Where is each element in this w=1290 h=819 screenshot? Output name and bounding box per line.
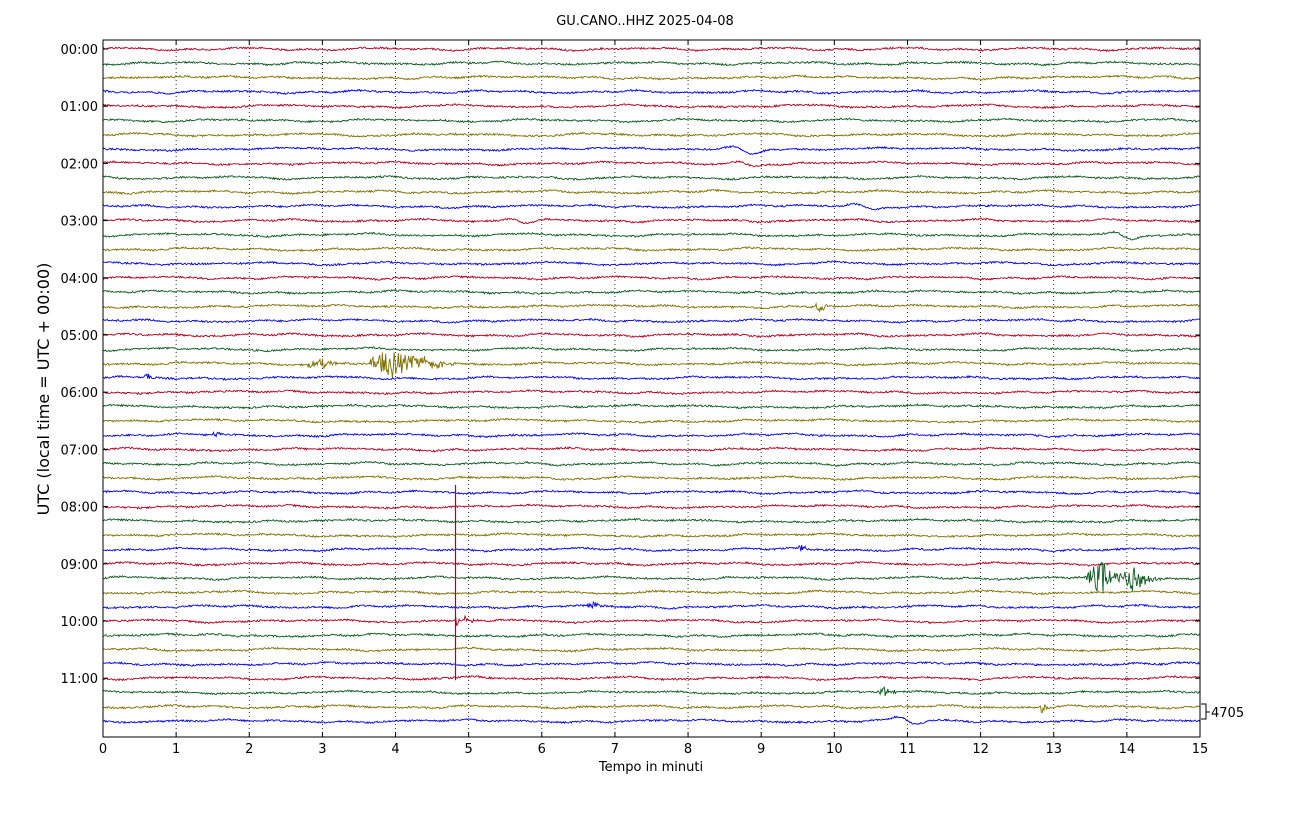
x-tick-label: 1 [172,742,180,757]
x-tick-label: 5 [465,742,473,757]
trace-line [102,88,1201,95]
trace-line [102,217,1201,225]
trace-line [102,275,1200,281]
trace-line [102,317,1201,324]
trace-line [102,373,1201,381]
trace-line [102,302,1201,313]
trace-line [102,131,1201,138]
trace-line [102,174,1201,182]
trace-line [102,46,1201,53]
trace-line [102,331,1201,339]
plot-frame [102,39,1201,738]
y-tick-label: 04:00 [61,272,98,287]
y-tick-label: 02:00 [61,157,98,172]
trace-line [102,562,1201,594]
x-tick-label: 14 [1119,742,1136,757]
y-tick-label: 01:00 [61,100,98,115]
y-tick-label: 00:00 [61,43,98,58]
trace-line [102,474,1201,482]
y-tick-label: 11:00 [61,672,98,687]
trace-line [102,230,1201,241]
y-tick-label: 09:00 [61,558,98,573]
x-tick-label: 4 [391,742,399,757]
trace-line [102,188,1201,196]
trace-line [102,632,1201,639]
x-axis-ticks: 0 1 2 3 4 5 6 7 8 9 10 11 12 13 14 15 [99,40,1208,757]
x-tick-label: 11 [899,742,916,757]
trace-line [102,202,1201,211]
trace-line [102,403,1201,410]
trace-line [102,660,1201,667]
y-tick-label: 07:00 [61,443,98,458]
trace-line [103,60,1201,67]
trace-line [102,674,1201,682]
trace-line [102,560,1201,567]
trace-line [102,532,1201,539]
trace-line [102,74,1201,81]
y-axis-label: UTC (local time = UTC + 00:00) [34,263,53,516]
x-tick-label: 9 [757,742,765,757]
trace-layer [102,46,1201,725]
x-tick-label: 12 [972,742,989,757]
x-tick-label: 15 [1192,742,1209,757]
trace-line [102,246,1201,253]
x-axis-label: Tempo in minuti [598,760,703,775]
x-tick-label: 6 [538,742,546,757]
chart-title: GU.CANO..HHZ 2025-04-08 [556,14,734,29]
trace-line [102,431,1201,439]
x-tick-label: 10 [826,742,843,757]
trace-line [102,145,1200,156]
x-tick-label: 7 [611,742,619,757]
trace-line [103,260,1201,267]
trace-line [102,117,1201,124]
trace-line [102,715,1201,725]
y-tick-label: 06:00 [61,386,98,401]
trace-line [102,614,1201,626]
trace-line [102,352,1201,379]
trace-line [102,388,1201,396]
trace-line [102,489,1201,496]
y-axis-ticks: 00:00 01:00 02:00 03:00 04:00 05:00 06:00 07:00… [61,43,1200,687]
y-tick-label: 10:00 [61,615,98,630]
trace-line [102,288,1201,296]
trace-line [102,589,1201,596]
x-tick-label: 13 [1045,742,1062,757]
trace-line [102,544,1201,553]
x-tick-label: 8 [684,742,692,757]
trace-line [102,686,1201,697]
trace-line [102,646,1201,653]
trace-line [102,601,1201,610]
trace-line [102,346,1201,353]
plot-background [103,40,1200,737]
trace-line [102,417,1201,424]
x-tick-label: 0 [99,742,107,757]
trace-line [102,703,1201,714]
y-tick-label: 03:00 [61,215,98,230]
scale-bracket [1201,703,1210,720]
x-tick-label: 2 [245,742,253,757]
trace-line [102,460,1201,467]
trace-line [102,503,1201,510]
trace-line [102,160,1201,168]
y-tick-label: 08:00 [61,501,98,516]
x-tick-label: 3 [318,742,326,757]
trace-line [103,103,1201,110]
trace-line [102,446,1201,453]
trace-line [102,517,1201,524]
y-tick-label: 05:00 [61,329,98,344]
scale-label: 4705 [1211,706,1244,721]
